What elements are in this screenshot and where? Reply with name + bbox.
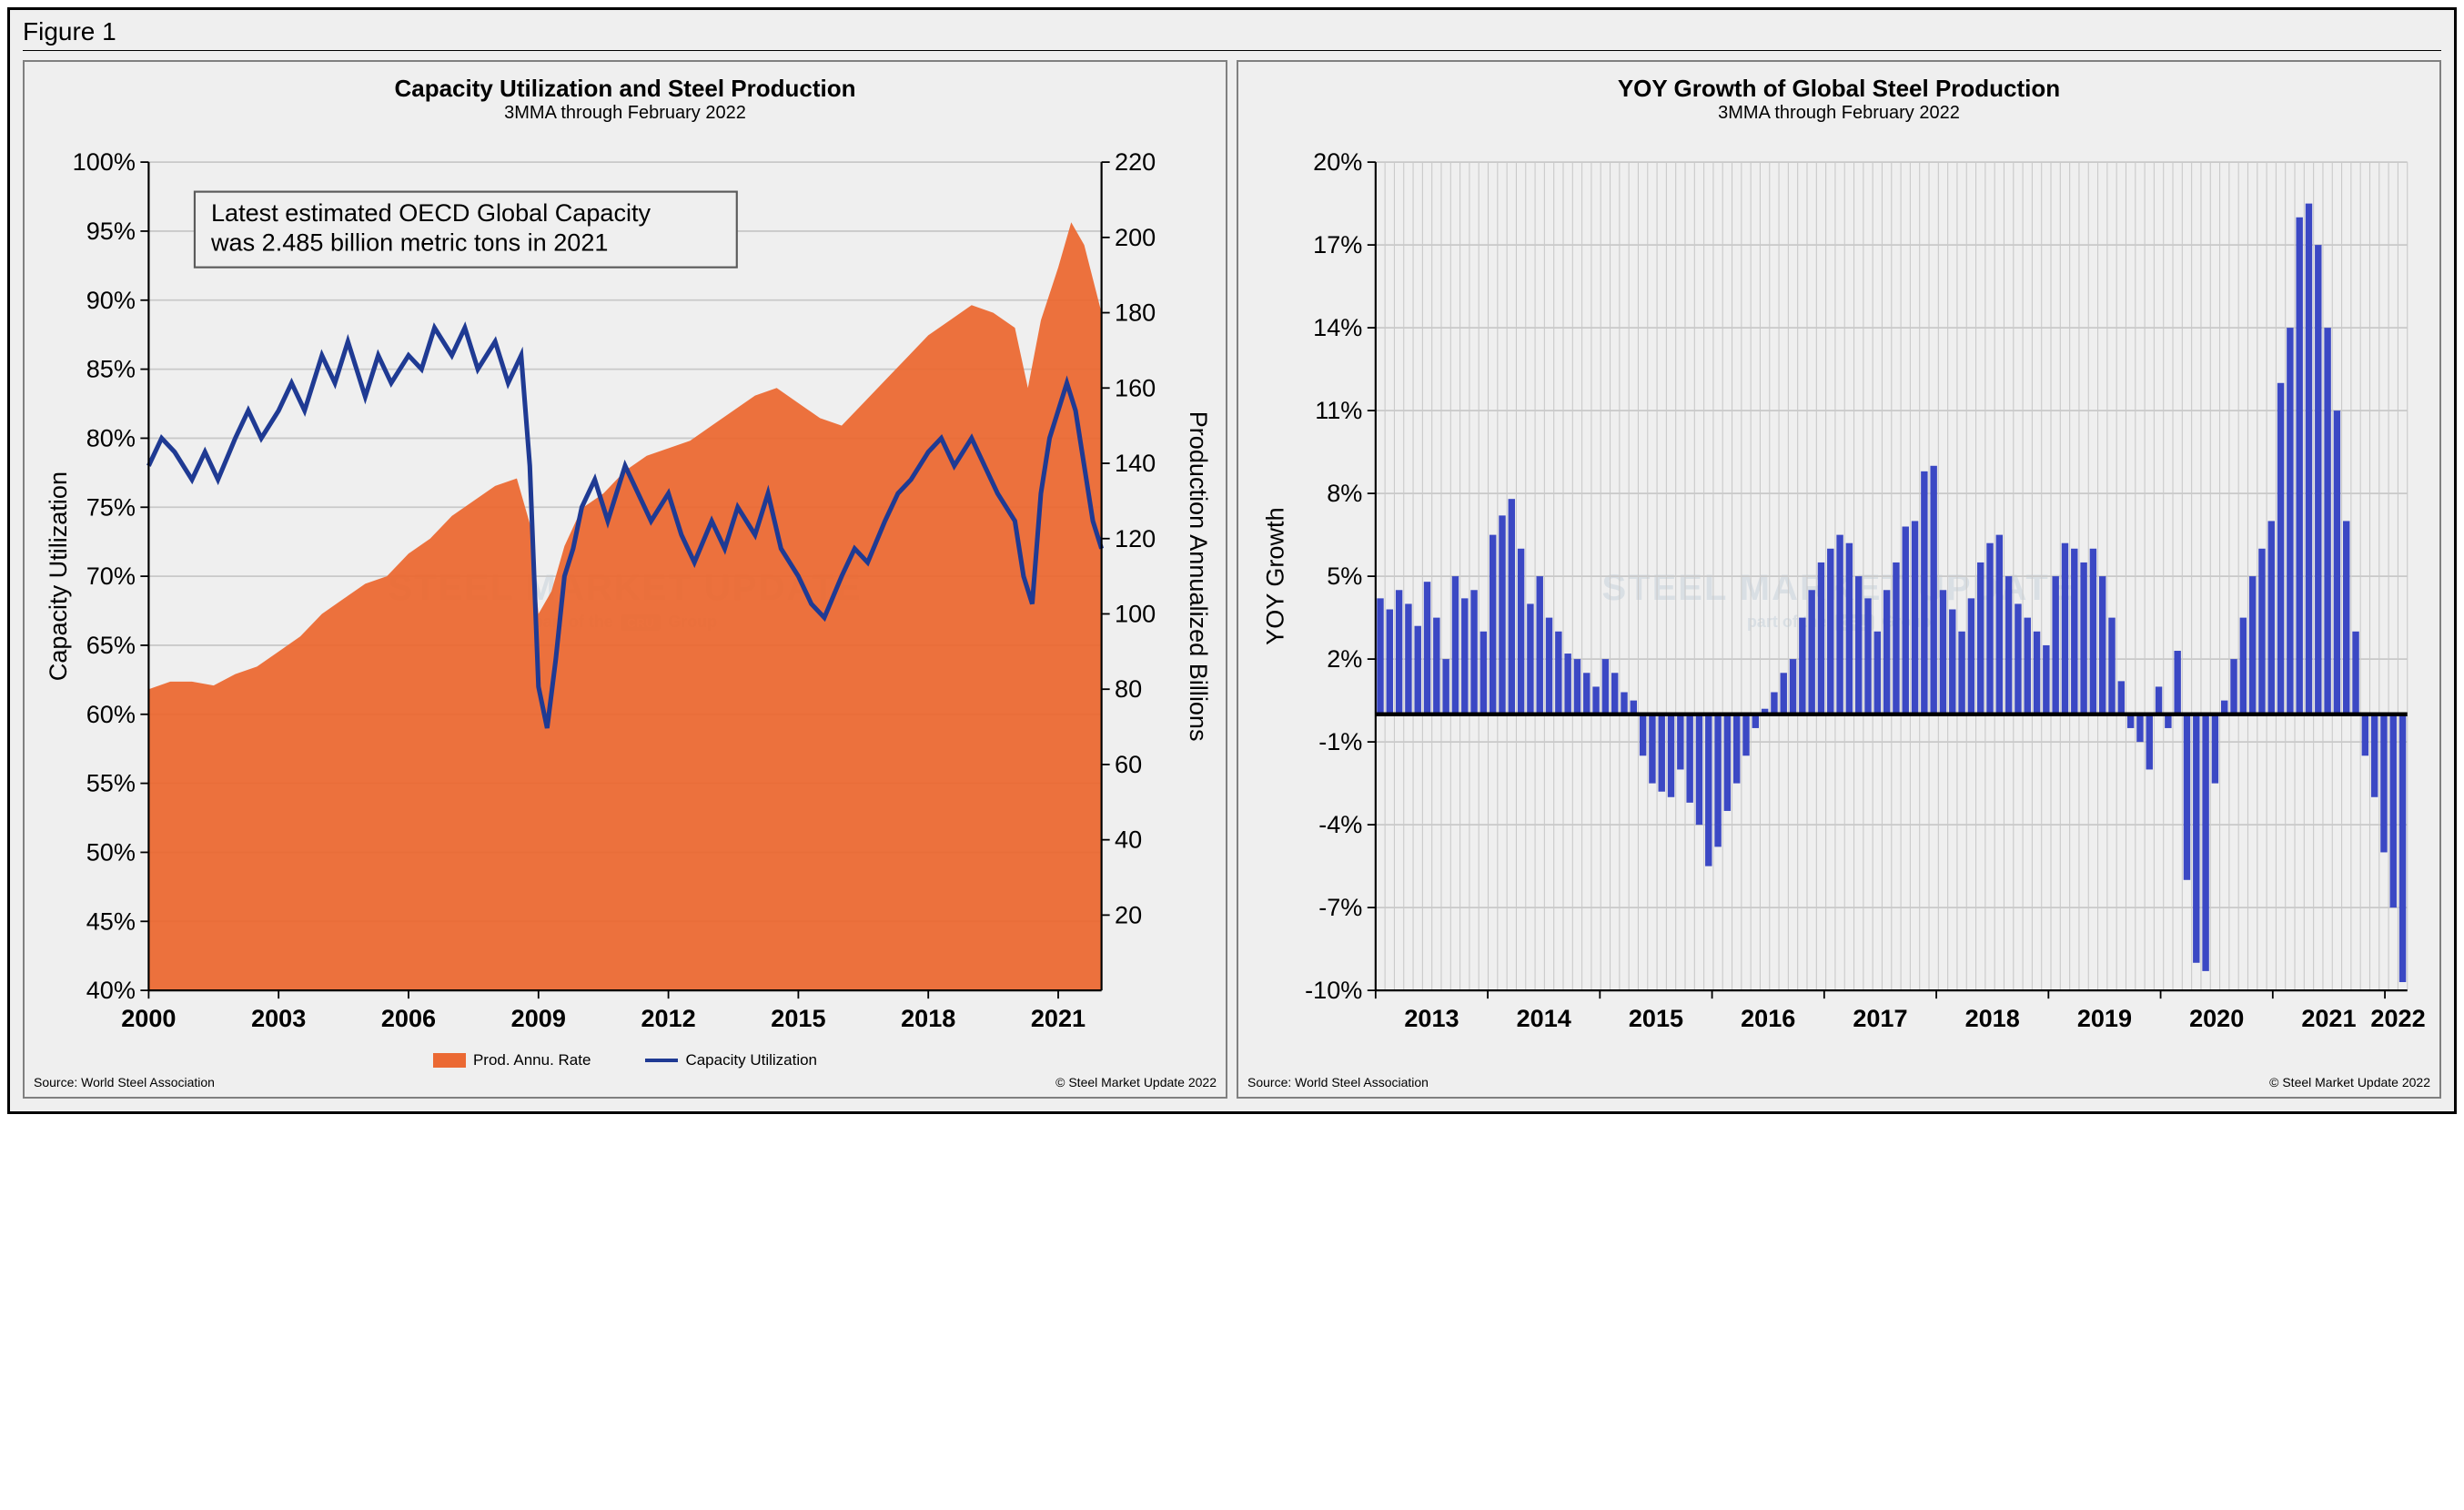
left-chart-area: 100% 95% 90% 85% 80% 75% 70% 65% 60% 55% 50% 45% 40%… (34, 129, 1217, 1049)
svg-text:65%: 65% (86, 631, 136, 659)
svg-text:90%: 90% (86, 286, 136, 314)
svg-text:80: 80 (1115, 674, 1142, 703)
svg-text:2003: 2003 (251, 1004, 306, 1032)
right-source: Source: World Steel Association (1247, 1075, 1429, 1089)
right-chart-title: YOY Growth of Global Steel Production (1247, 75, 2430, 103)
left-legend: Prod. Annu. Rate Capacity Utilization (34, 1051, 1217, 1069)
svg-text:85%: 85% (86, 355, 136, 383)
svg-text:YOY Growth: YOY Growth (1261, 507, 1289, 644)
svg-text:Capacity Utilization: Capacity Utilization (44, 471, 72, 681)
svg-text:2000: 2000 (121, 1004, 176, 1032)
svg-text:60: 60 (1115, 750, 1142, 778)
svg-text:180: 180 (1115, 299, 1156, 327)
svg-text:2015: 2015 (1629, 1004, 1683, 1032)
left-copyright: © Steel Market Update 2022 (1055, 1075, 1217, 1089)
svg-text:100: 100 (1115, 600, 1156, 628)
svg-text:-1%: -1% (1318, 727, 1362, 755)
svg-text:140: 140 (1115, 449, 1156, 477)
right-chart-svg: 20% 17% 14% 11% 8% 5% 2% -1% -4% -7% -10% 2013 2014 2… (1247, 129, 2430, 1049)
svg-text:8%: 8% (1327, 479, 1362, 507)
svg-text:55%: 55% (86, 769, 136, 797)
legend-capacity: Capacity Utilization (645, 1051, 817, 1069)
svg-text:160: 160 (1115, 373, 1156, 401)
legend-prod-label: Prod. Annu. Rate (473, 1051, 591, 1069)
svg-text:17%: 17% (1313, 230, 1362, 258)
svg-text:2016: 2016 (1741, 1004, 1795, 1032)
svg-text:95%: 95% (86, 217, 136, 245)
left-source: Source: World Steel Association (34, 1075, 215, 1089)
svg-text:2015: 2015 (771, 1004, 825, 1032)
svg-text:70%: 70% (86, 562, 136, 590)
left-chart-svg: 100% 95% 90% 85% 80% 75% 70% 65% 60% 55% 50% 45% 40%… (34, 129, 1217, 1049)
left-chart-subtitle: 3MMA through February 2022 (34, 103, 1217, 124)
svg-text:200: 200 (1115, 223, 1156, 251)
svg-text:2022: 2022 (2370, 1004, 2425, 1032)
svg-text:2019: 2019 (2077, 1004, 2132, 1032)
svg-text:40%: 40% (86, 976, 136, 1004)
legend-capacity-label: Capacity Utilization (685, 1051, 817, 1069)
left-source-row: Source: World Steel Association © Steel … (34, 1075, 1217, 1089)
svg-text:2020: 2020 (2189, 1004, 2244, 1032)
svg-text:220: 220 (1115, 147, 1156, 176)
svg-text:80%: 80% (86, 423, 136, 451)
svg-text:5%: 5% (1327, 562, 1362, 590)
svg-text:100%: 100% (73, 147, 136, 176)
svg-text:20%: 20% (1313, 147, 1362, 176)
svg-text:-4%: -4% (1318, 810, 1362, 838)
svg-text:2014: 2014 (1517, 1004, 1571, 1032)
figure-container: Figure 1 Capacity Utilization and Steel … (7, 7, 2457, 1114)
svg-text:2006: 2006 (381, 1004, 436, 1032)
svg-text:50%: 50% (86, 837, 136, 866)
svg-text:45%: 45% (86, 907, 136, 935)
right-chart-subtitle: 3MMA through February 2022 (1247, 103, 2430, 124)
right-source-row: Source: World Steel Association © Steel … (1247, 1075, 2430, 1089)
svg-text:2018: 2018 (1965, 1004, 2020, 1032)
svg-text:2021: 2021 (1031, 1004, 1086, 1032)
svg-text:2021: 2021 (2301, 1004, 2356, 1032)
figure-title-rule (23, 50, 2441, 51)
swatch-line-icon (645, 1059, 678, 1062)
svg-text:20: 20 (1115, 900, 1142, 928)
svg-text:2012: 2012 (641, 1004, 695, 1032)
svg-text:2009: 2009 (511, 1004, 566, 1032)
svg-text:120: 120 (1115, 524, 1156, 552)
svg-text:14%: 14% (1313, 313, 1362, 341)
svg-text:-7%: -7% (1318, 893, 1362, 921)
svg-text:60%: 60% (86, 700, 136, 728)
right-chart-area: 20% 17% 14% 11% 8% 5% 2% -1% -4% -7% -10% 2013 2014 2… (1247, 129, 2430, 1049)
svg-text:was 2.485 billion metric tons: was 2.485 billion metric tons in 2021 (210, 228, 609, 257)
right-copyright: © Steel Market Update 2022 (2269, 1075, 2430, 1089)
right-panel: YOY Growth of Global Steel Production 3M… (1237, 60, 2441, 1099)
svg-text:2017: 2017 (1853, 1004, 1907, 1032)
svg-text:Production Annualized Billions: Production Annualized Billions (1185, 411, 1213, 742)
panels-row: Capacity Utilization and Steel Productio… (10, 60, 2454, 1111)
svg-text:Latest estimated OECD Global C: Latest estimated OECD Global Capacity (211, 198, 651, 227)
svg-text:11%: 11% (1315, 396, 1362, 424)
left-chart-title: Capacity Utilization and Steel Productio… (34, 75, 1217, 103)
svg-text:2%: 2% (1327, 644, 1362, 673)
svg-text:2013: 2013 (1404, 1004, 1459, 1032)
svg-text:75%: 75% (86, 492, 136, 521)
left-panel: Capacity Utilization and Steel Productio… (23, 60, 1227, 1099)
svg-text:40: 40 (1115, 826, 1142, 854)
svg-text:-10%: -10% (1305, 976, 1362, 1004)
legend-prod-rate: Prod. Annu. Rate (433, 1051, 591, 1069)
swatch-area-icon (433, 1053, 466, 1068)
figure-label: Figure 1 (10, 10, 2454, 50)
svg-text:2018: 2018 (901, 1004, 955, 1032)
